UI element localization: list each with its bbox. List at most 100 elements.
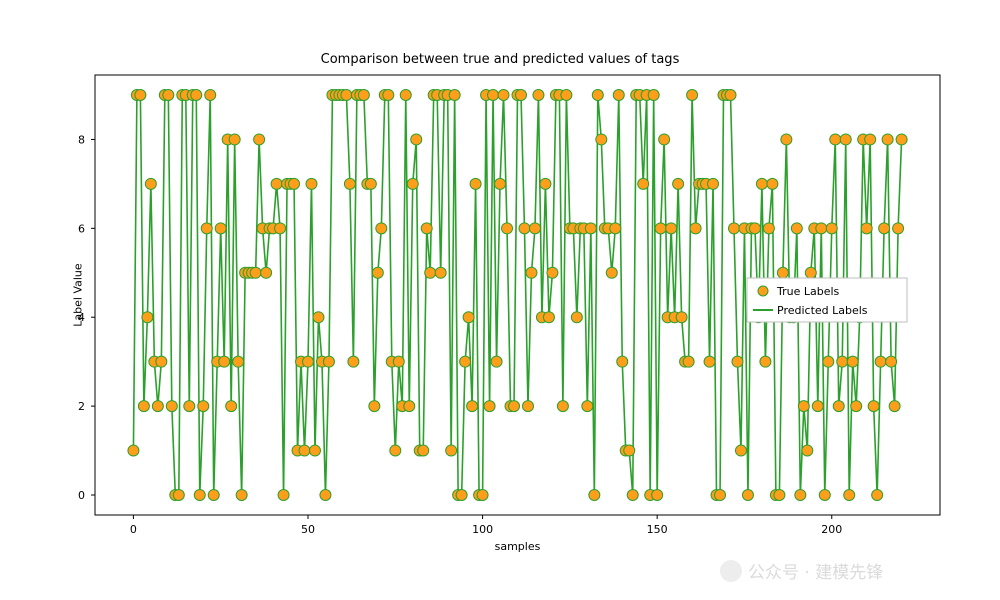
true-label-marker — [742, 490, 753, 501]
true-label-marker — [411, 134, 422, 145]
true-label-marker — [795, 490, 806, 501]
true-label-marker — [254, 134, 265, 145]
true-label-marker — [194, 490, 205, 501]
true-label-marker — [526, 267, 537, 278]
true-label-marker — [893, 223, 904, 234]
chart-title: Comparison between true and predicted va… — [0, 52, 1000, 67]
true-label-marker — [571, 312, 582, 323]
svg-text:8: 8 — [78, 133, 85, 146]
true-label-marker — [495, 178, 506, 189]
true-label-marker — [749, 223, 760, 234]
true-label-marker — [522, 401, 533, 412]
true-label-marker — [470, 178, 481, 189]
true-label-marker — [547, 267, 558, 278]
true-label-marker — [519, 223, 530, 234]
true-label-marker — [219, 356, 230, 367]
svg-text:150: 150 — [647, 523, 668, 536]
true-label-marker — [760, 356, 771, 367]
true-label-marker — [421, 223, 432, 234]
true-label-marker — [529, 223, 540, 234]
true-label-marker — [606, 267, 617, 278]
true-label-marker — [627, 490, 638, 501]
true-label-marker — [589, 490, 600, 501]
legend-label-true: True Labels — [776, 285, 840, 298]
true-label-marker — [376, 223, 387, 234]
true-label-marker — [463, 312, 474, 323]
true-label-marker — [303, 356, 314, 367]
true-label-marker — [666, 223, 677, 234]
true-label-marker — [229, 134, 240, 145]
true-label-marker — [152, 401, 163, 412]
true-label-marker — [208, 490, 219, 501]
true-label-marker — [484, 401, 495, 412]
true-label-marker — [687, 90, 698, 101]
true-label-marker — [515, 90, 526, 101]
x-axis-label: samples — [95, 540, 940, 553]
true-label-marker — [488, 90, 499, 101]
true-label-marker — [467, 401, 478, 412]
true-label-marker — [673, 178, 684, 189]
true-label-marker — [823, 356, 834, 367]
true-label-marker — [435, 267, 446, 278]
true-label-marker — [278, 490, 289, 501]
true-label-marker — [861, 223, 872, 234]
true-label-marker — [732, 356, 743, 367]
true-label-marker — [624, 445, 635, 456]
true-label-marker — [198, 401, 209, 412]
true-label-marker — [826, 223, 837, 234]
true-label-marker — [735, 445, 746, 456]
true-label-marker — [477, 490, 488, 501]
true-label-marker — [582, 401, 593, 412]
true-label-marker — [289, 178, 300, 189]
true-label-marker — [191, 90, 202, 101]
true-label-marker — [763, 223, 774, 234]
true-label-marker — [655, 223, 666, 234]
legend-label-predicted: Predicted Labels — [777, 304, 868, 317]
true-label-marker — [306, 178, 317, 189]
chart-container: Comparison between true and predicted va… — [0, 0, 1000, 600]
true-label-marker — [348, 356, 359, 367]
true-label-marker — [205, 90, 216, 101]
true-label-marker — [365, 178, 376, 189]
true-label-marker — [142, 312, 153, 323]
true-label-marker — [812, 401, 823, 412]
true-label-marker — [798, 401, 809, 412]
true-label-marker — [145, 178, 156, 189]
svg-text:6: 6 — [78, 222, 85, 235]
true-label-marker — [791, 223, 802, 234]
true-label-marker — [166, 401, 177, 412]
true-label-marker — [638, 178, 649, 189]
true-label-marker — [659, 134, 670, 145]
wechat-icon — [720, 560, 742, 582]
true-label-marker — [889, 401, 900, 412]
true-label-marker — [449, 90, 460, 101]
watermark: 公众号 · 建模先锋 — [720, 558, 883, 583]
legend-marker-true — [758, 286, 768, 296]
true-label-marker — [837, 356, 848, 367]
true-label-marker — [226, 401, 237, 412]
true-label-marker — [320, 490, 331, 501]
true-label-marker — [725, 90, 736, 101]
true-label-marker — [313, 312, 324, 323]
true-label-marker — [456, 490, 467, 501]
true-label-marker — [728, 223, 739, 234]
true-label-marker — [446, 445, 457, 456]
true-label-marker — [407, 178, 418, 189]
true-label-marker — [323, 356, 334, 367]
true-label-marker — [156, 356, 167, 367]
true-label-marker — [882, 134, 893, 145]
true-label-marker — [767, 178, 778, 189]
true-label-marker — [683, 356, 694, 367]
plot-area: 05010015020002468 True LabelsPredicted L… — [0, 0, 1000, 600]
true-label-marker — [652, 490, 663, 501]
true-label-marker — [774, 490, 785, 501]
true-label-marker — [275, 223, 286, 234]
true-label-marker — [184, 401, 195, 412]
true-label-marker — [690, 223, 701, 234]
true-label-marker — [648, 90, 659, 101]
true-label-marker — [543, 312, 554, 323]
y-axis-label: Label Value — [72, 235, 85, 355]
true-label-marker — [704, 356, 715, 367]
true-label-marker — [233, 356, 244, 367]
true-label-marker — [865, 134, 876, 145]
